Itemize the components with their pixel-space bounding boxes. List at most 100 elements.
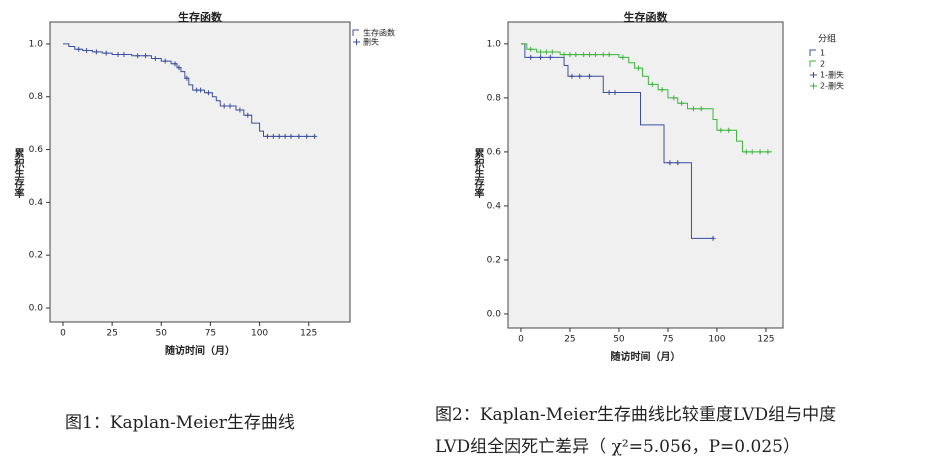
x-tick-label: 75 <box>205 329 216 339</box>
x-axis-label: 随访时间（月） <box>611 350 681 363</box>
x-tick-label: 0 <box>60 329 66 339</box>
caption: LVD组全因死亡差异（ χ²=5.056，P=0.025） <box>435 437 800 457</box>
censor-mark <box>649 81 655 87</box>
censor-mark <box>600 52 606 58</box>
censor-mark <box>528 46 534 52</box>
censor-mark <box>549 49 555 55</box>
y-tick-label: 0.8 <box>487 93 502 103</box>
x-tick-label: 125 <box>300 329 317 339</box>
censor-mark <box>221 103 227 109</box>
censor-mark <box>543 49 549 55</box>
censor-mark <box>749 149 755 155</box>
censor-mark <box>620 54 626 60</box>
censor-mark <box>93 49 99 55</box>
legend-title: 分组 <box>818 33 836 45</box>
legend-label: 生存函数 <box>363 28 395 38</box>
censor-mark <box>547 54 553 60</box>
x-tick-label: 100 <box>251 329 268 339</box>
censor-mark <box>198 87 204 93</box>
censor-mark <box>296 133 302 139</box>
y-tick-label: 1.0 <box>487 39 502 49</box>
censor-mark <box>757 149 763 155</box>
legend-swatch <box>353 39 360 45</box>
censor-mark <box>135 53 141 59</box>
plot-area <box>49 21 351 323</box>
chart-title: 生存函数 <box>178 10 223 24</box>
legend-label: 2-删失 <box>820 81 844 91</box>
censor-mark <box>718 127 724 133</box>
y-tick-label: 0.6 <box>487 147 502 157</box>
censor-mark <box>264 133 270 139</box>
censor-mark <box>538 54 544 60</box>
censor-mark <box>606 52 612 58</box>
censor-mark <box>659 87 665 93</box>
legend-swatch <box>810 72 817 78</box>
censor-mark <box>690 106 696 112</box>
censor-mark <box>679 100 685 106</box>
censor-mark <box>176 65 182 71</box>
censor-mark <box>245 112 251 118</box>
censor-mark <box>671 95 677 101</box>
censor-mark <box>237 107 243 113</box>
y-axis-label: 累积生存率 <box>12 148 24 199</box>
censor-mark <box>587 52 593 58</box>
censor-mark <box>606 89 612 95</box>
y-tick-label: 0.2 <box>29 251 43 261</box>
censor-mark <box>143 53 149 59</box>
chart-title: 生存函数 <box>624 10 669 24</box>
censor-mark <box>675 160 681 166</box>
censor-mark <box>561 52 567 58</box>
caption: 图1：Kaplan-Meier生存曲线 <box>65 413 295 433</box>
censor-mark <box>115 51 121 57</box>
censor-mark <box>726 127 732 133</box>
x-tick-label: 25 <box>564 335 575 345</box>
plot-area <box>507 21 784 329</box>
censor-mark <box>184 75 190 81</box>
censor-mark <box>573 52 579 58</box>
censor-mark <box>288 133 294 139</box>
censor-mark <box>152 55 158 61</box>
y-tick-label: 0.4 <box>487 201 502 211</box>
x-tick-label: 125 <box>757 335 774 345</box>
legend-label: 1 <box>820 49 825 58</box>
censor-mark <box>710 235 716 241</box>
y-axis-label: 累积生存率 <box>472 148 484 199</box>
x-axis-label: 随访时间（月） <box>165 344 235 357</box>
y-tick-label: 0.0 <box>29 304 44 314</box>
censor-mark <box>84 48 90 54</box>
legend-label: 2 <box>820 60 825 69</box>
y-tick-label: 0.6 <box>29 145 44 155</box>
legend-swatch <box>810 83 817 89</box>
x-tick-label: 25 <box>106 329 117 339</box>
legend-label: 删失 <box>363 37 379 47</box>
censor-mark <box>270 133 276 139</box>
censor-mark <box>312 133 318 139</box>
censor-mark <box>743 149 749 155</box>
censor-mark <box>698 106 704 112</box>
censor-mark <box>636 65 642 71</box>
x-tick-label: 50 <box>613 335 625 345</box>
legend-swatch <box>809 49 816 56</box>
censor-mark <box>592 52 598 58</box>
censor-mark <box>162 58 168 64</box>
y-tick-label: 0.0 <box>487 309 502 319</box>
censor-mark <box>121 51 127 57</box>
censor-mark <box>304 133 310 139</box>
censor-mark <box>667 160 673 166</box>
censor-mark <box>528 54 534 60</box>
y-tick-label: 0.8 <box>29 92 44 102</box>
legend-label: 1-删失 <box>820 70 844 80</box>
x-tick-label: 100 <box>708 335 725 345</box>
censor-mark <box>538 49 544 55</box>
censor-mark <box>581 52 587 58</box>
censor-mark <box>577 73 583 79</box>
x-tick-label: 50 <box>156 329 168 339</box>
legend-swatch <box>809 60 816 67</box>
censor-mark <box>205 90 211 96</box>
censor-mark <box>587 73 593 79</box>
censor-mark <box>282 133 288 139</box>
x-tick-label: 75 <box>662 335 673 345</box>
censor-mark <box>567 52 573 58</box>
censor-mark <box>569 73 575 79</box>
